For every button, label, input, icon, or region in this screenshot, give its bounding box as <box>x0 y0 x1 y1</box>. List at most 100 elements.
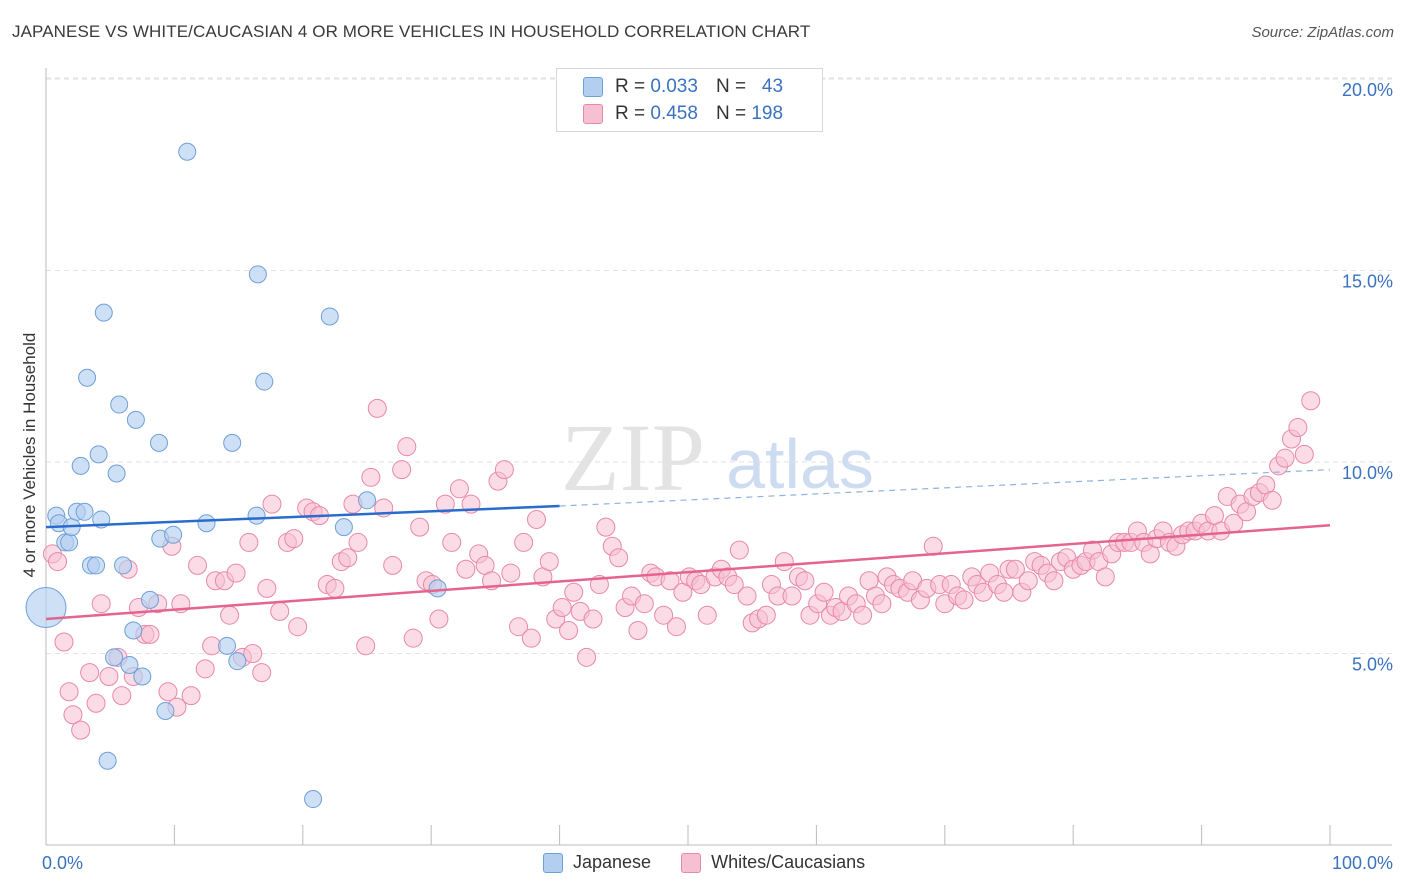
chart-title: JAPANESE VS WHITE/CAUCASIAN 4 OR MORE VE… <box>12 22 811 41</box>
legend-item-japanese[interactable]: Japanese <box>543 852 651 873</box>
japanese-trend-extension <box>559 469 1331 507</box>
whites-point <box>509 617 529 637</box>
y-axis-label: 4 or more Vehicles in Household <box>20 332 39 578</box>
n-label: N = <box>715 76 747 97</box>
japanese-point <box>156 701 175 720</box>
japanese-point <box>87 556 106 575</box>
whites-point <box>435 494 455 514</box>
whites-point <box>552 598 572 618</box>
whites-point <box>410 517 430 537</box>
x-tick-label-min: 0.0% <box>42 853 83 873</box>
whites-point <box>564 582 584 602</box>
axes <box>45 68 1392 846</box>
japanese-point <box>133 667 152 686</box>
whites-point <box>1262 490 1282 510</box>
whites-point <box>526 509 546 529</box>
whites-point <box>348 532 368 552</box>
legend-label-japanese: Japanese <box>573 852 652 872</box>
whites-point <box>666 617 686 637</box>
japanese-point <box>247 506 266 525</box>
stats-row-whites: R = 0.458 N = 198 <box>583 101 783 127</box>
stats-row-japanese: R = 0.033 N = 43 <box>583 74 783 100</box>
japanese-trend-line <box>45 504 560 529</box>
japanese-point <box>105 648 124 667</box>
japanese-point <box>89 445 108 464</box>
stats-legend: R = 0.033 N = 43 R = 0.458 N = 198 <box>556 68 823 132</box>
japanese-point <box>71 456 90 475</box>
japanese-swatch <box>583 77 603 97</box>
whites-point <box>181 686 201 706</box>
y-tick-labels: 5.0% 10.0% 15.0% 20.0% <box>1342 80 1393 675</box>
whites-point <box>1095 567 1115 587</box>
whites-point <box>737 586 757 606</box>
whites-point <box>48 552 68 572</box>
r-label: R = <box>615 76 646 97</box>
whites-point <box>239 532 259 552</box>
series-whites-points <box>42 391 1321 740</box>
japanese-point <box>428 579 447 598</box>
source-label: Source: ZipAtlas.com <box>1251 24 1394 41</box>
whites-point <box>954 590 974 610</box>
whites-point <box>1018 571 1038 591</box>
whites-point <box>994 582 1014 602</box>
japanese-point <box>334 518 353 537</box>
whites-point <box>63 705 83 725</box>
whites-point <box>628 621 648 641</box>
japanese-point <box>78 368 97 387</box>
whites-point <box>257 578 277 598</box>
whites-point <box>697 605 717 625</box>
japanese-point <box>98 751 117 770</box>
whites-point <box>140 624 160 644</box>
whites-point <box>577 647 597 667</box>
zipatlas-watermark: ZIP atlas <box>561 404 874 511</box>
whites-point <box>71 720 91 740</box>
japanese-point <box>255 372 274 391</box>
n-value: 198 <box>751 103 784 124</box>
series-legend: Japanese Whites/Caucasians <box>543 852 895 873</box>
whites-point <box>59 682 79 702</box>
japanese-point <box>304 790 323 809</box>
whites-point <box>609 548 629 568</box>
whites-point <box>80 663 100 683</box>
whites-point <box>397 437 417 457</box>
whites-point <box>158 682 178 702</box>
whites-point <box>356 636 376 656</box>
y-tick-label: 15.0% <box>1342 272 1393 292</box>
whites-point <box>1275 448 1295 468</box>
y-tick-label: 20.0% <box>1342 80 1393 100</box>
whites-point <box>449 479 469 499</box>
japanese-point <box>197 514 216 533</box>
japanese-point <box>164 525 183 544</box>
whites-point <box>660 571 680 591</box>
whites-point <box>596 517 616 537</box>
x-tick-label-max: 100.0% <box>1332 853 1393 873</box>
japanese-point <box>114 556 133 575</box>
whites-point <box>54 632 74 652</box>
whites-point <box>270 601 290 621</box>
whites-point <box>1288 418 1308 438</box>
whites-point <box>262 494 282 514</box>
r-value: 0.458 <box>650 103 698 124</box>
whites-point <box>202 636 222 656</box>
whites-point <box>456 559 476 579</box>
legend-item-whites[interactable]: Whites/Caucasians <box>681 852 865 873</box>
whites-point <box>756 605 776 625</box>
whites-point <box>367 398 387 418</box>
japanese-point <box>126 410 145 429</box>
whites-point <box>872 594 892 614</box>
whites-point <box>729 540 749 560</box>
whites-point <box>392 460 412 480</box>
whites-point <box>514 532 534 552</box>
whites-point <box>226 563 246 583</box>
whites-point <box>284 529 304 549</box>
whites-point <box>782 586 802 606</box>
whites-point <box>539 552 559 572</box>
watermark-atlas: atlas <box>726 425 874 503</box>
japanese-point-large <box>25 587 67 629</box>
japanese-point <box>218 636 237 655</box>
japanese-point <box>94 303 113 322</box>
japanese-point <box>107 464 126 483</box>
y-tick-label: 5.0% <box>1352 655 1393 675</box>
r-label: R = <box>615 103 646 124</box>
